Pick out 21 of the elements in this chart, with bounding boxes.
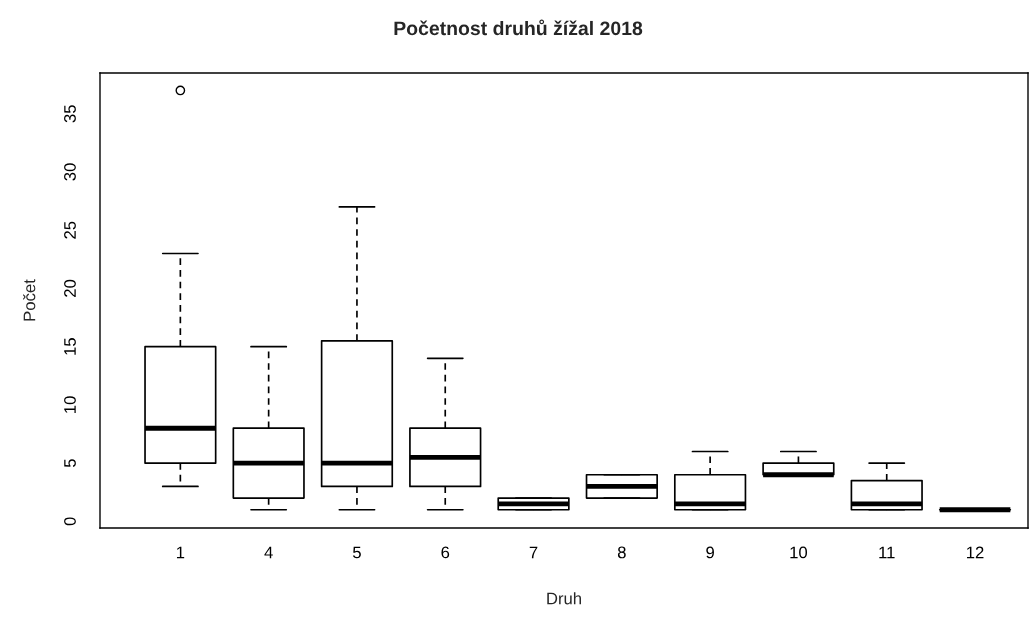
x-tick-label: 9 <box>706 546 714 559</box>
x-tick-label: 4 <box>264 546 273 559</box>
x-tick-label: 11 <box>879 546 895 559</box>
y-axis-title: Počet <box>23 279 36 321</box>
x-axis-title: Druh <box>547 592 581 605</box>
y-tick-label: 10 <box>64 396 76 413</box>
x-tick-label: 10 <box>790 546 808 559</box>
y-tick-label: 5 <box>64 459 76 468</box>
y-tick-label: 20 <box>64 279 76 297</box>
y-tick-label: 25 <box>64 221 76 239</box>
x-tick-label: 7 <box>529 546 538 559</box>
y-tick-label: 15 <box>64 338 76 355</box>
x-tick-label: 1 <box>176 546 185 559</box>
chart-title: Početnost druhů žížal 2018 <box>394 19 643 36</box>
x-tick-label: 12 <box>967 546 984 559</box>
y-tick-label: 35 <box>64 105 76 123</box>
y-tick-label: 30 <box>64 163 76 181</box>
x-tick-label: 6 <box>441 546 450 559</box>
y-tick-label: 0 <box>64 517 76 526</box>
x-tick-label: 5 <box>352 546 361 559</box>
x-tick-label: 8 <box>617 546 626 559</box>
